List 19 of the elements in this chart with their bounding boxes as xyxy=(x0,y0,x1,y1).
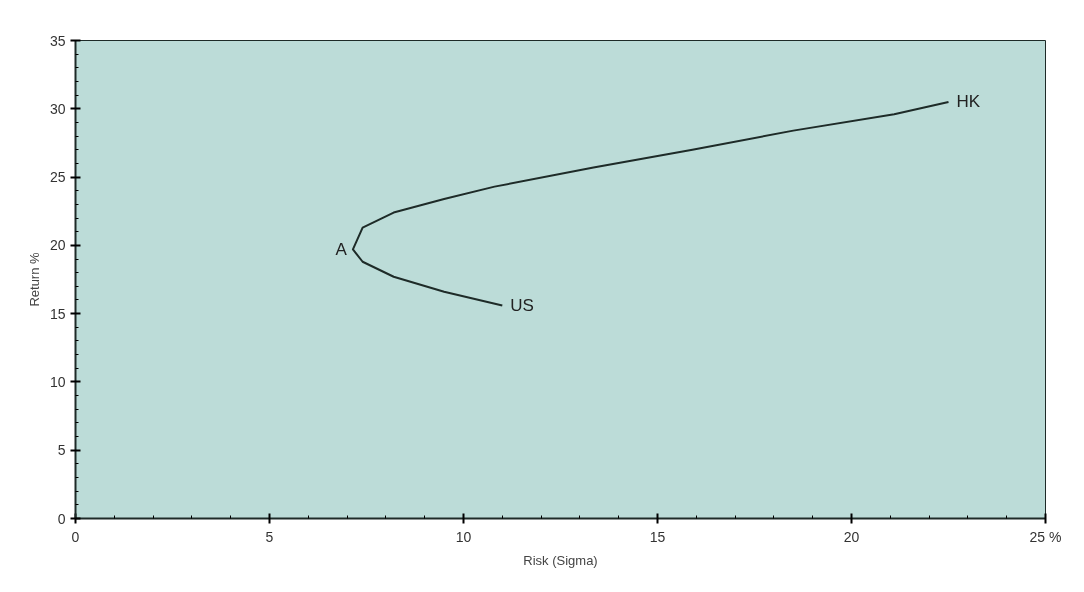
y-tick-label: 25 xyxy=(49,169,66,186)
y-tick-label: 20 xyxy=(49,237,66,254)
y-tick-label: 15 xyxy=(49,305,66,322)
x-axis-title: Risk (Sigma) xyxy=(523,552,598,568)
x-tick-label: 20 xyxy=(843,528,860,545)
y-tick-label: 30 xyxy=(49,100,66,117)
x-tick-label: 0 xyxy=(71,528,80,545)
annotation: US xyxy=(510,295,534,315)
y-tick-label: 35 xyxy=(49,32,66,49)
x-tick-label: 25 % xyxy=(1029,528,1062,545)
x-tick-label: 10 xyxy=(455,528,472,545)
annotation: HK xyxy=(956,92,981,112)
x-tick-label: 15 xyxy=(649,528,666,545)
y-tick-label: 5 xyxy=(57,442,66,459)
x-tick-label: 5 xyxy=(265,528,274,545)
annotation: A xyxy=(335,239,348,259)
y-tick-label: 0 xyxy=(57,510,66,527)
y-tick-label: 10 xyxy=(49,373,66,390)
y-axis-title: Return % xyxy=(26,251,42,307)
